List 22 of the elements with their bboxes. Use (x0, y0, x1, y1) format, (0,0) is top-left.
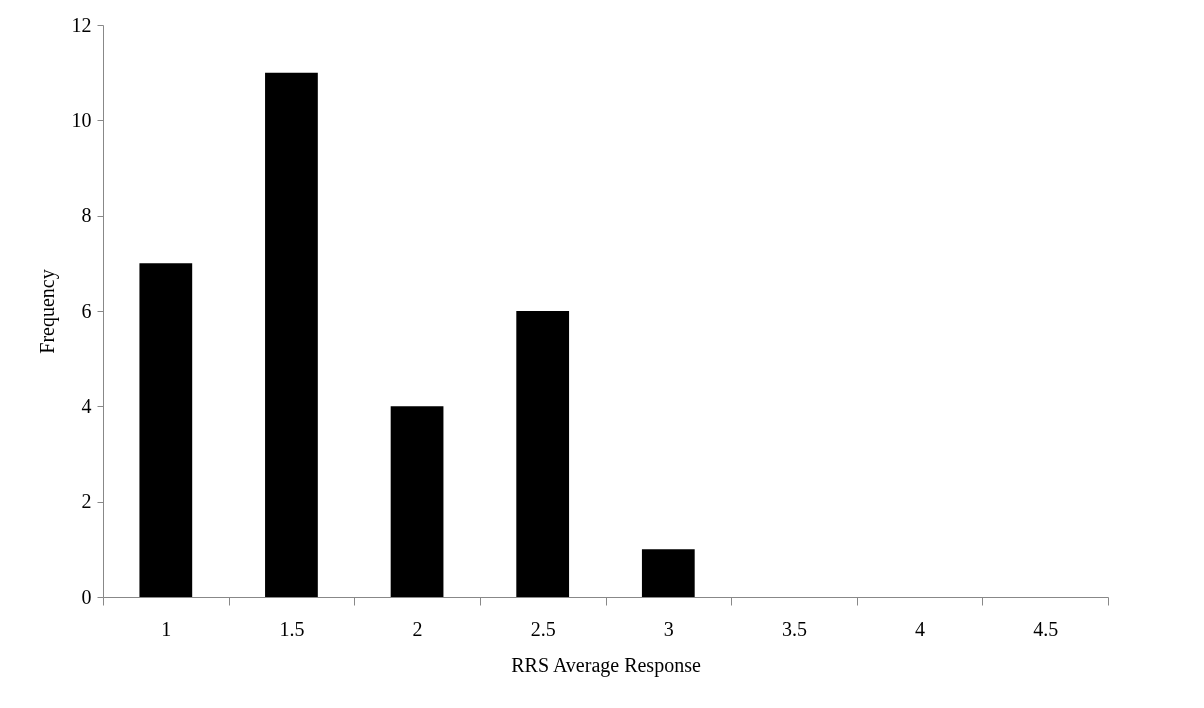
x-axis-title: RRS Average Response (511, 653, 701, 677)
y-tick-label: 12 (71, 13, 92, 36)
x-tick-label: 1.5 (279, 617, 305, 640)
bar (265, 72, 318, 597)
x-tick-label: 1 (161, 617, 172, 640)
bar (641, 549, 695, 597)
bar (516, 311, 570, 597)
y-tick-label: 2 (81, 490, 92, 513)
x-tick-label: 3 (663, 617, 674, 640)
x-tick-label: 3.5 (781, 617, 807, 640)
y-tick-label: 10 (71, 108, 92, 131)
y-tick-label: 0 (81, 585, 92, 608)
y-axis-title: Frequency (35, 269, 59, 354)
x-tick-label: 2.5 (530, 617, 556, 640)
y-tick-label: 6 (81, 299, 92, 322)
x-tick-label: 2 (412, 617, 423, 640)
y-tick-label: 8 (81, 204, 92, 227)
x-tick-label: 4 (915, 617, 926, 640)
y-tick-label: 4 (81, 394, 92, 417)
x-tick-label: 4.5 (1033, 617, 1059, 640)
bar (390, 406, 444, 597)
bar (139, 263, 193, 597)
